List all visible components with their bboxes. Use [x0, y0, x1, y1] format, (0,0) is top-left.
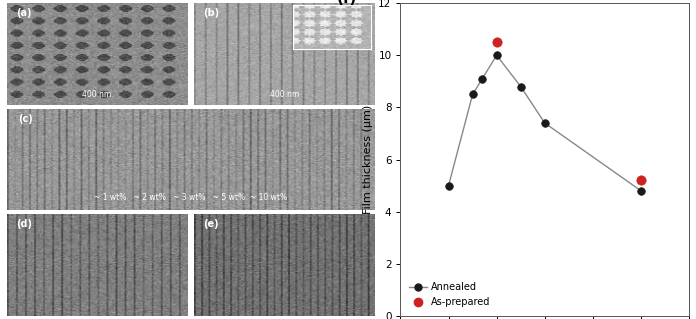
- Y-axis label: Film thickness (μm): Film thickness (μm): [363, 105, 372, 214]
- Text: 400 nm: 400 nm: [82, 90, 111, 99]
- Text: (e): (e): [203, 219, 219, 229]
- Point: [491, 53, 503, 58]
- Point: [539, 121, 551, 126]
- Text: (b): (b): [203, 8, 219, 18]
- Point: [491, 40, 503, 45]
- Point: [443, 183, 454, 188]
- Text: (c): (c): [18, 114, 33, 124]
- Point: [635, 178, 647, 183]
- Point: [477, 76, 488, 81]
- Text: 400 nm: 400 nm: [269, 90, 299, 99]
- Text: ~ 1 wt%   ~ 2 wt%   ~ 3 wt%   ~ 5 wt%  ~ 10 wt%: ~ 1 wt% ~ 2 wt% ~ 3 wt% ~ 5 wt% ~ 10 wt%: [94, 193, 287, 202]
- Text: (d): (d): [16, 219, 32, 229]
- Legend: Annealed, As-prepared: Annealed, As-prepared: [405, 278, 494, 311]
- Text: (a): (a): [16, 8, 31, 18]
- Point: [635, 188, 647, 193]
- Point: [515, 84, 526, 89]
- Point: [467, 92, 478, 97]
- Text: (f): (f): [337, 0, 357, 6]
